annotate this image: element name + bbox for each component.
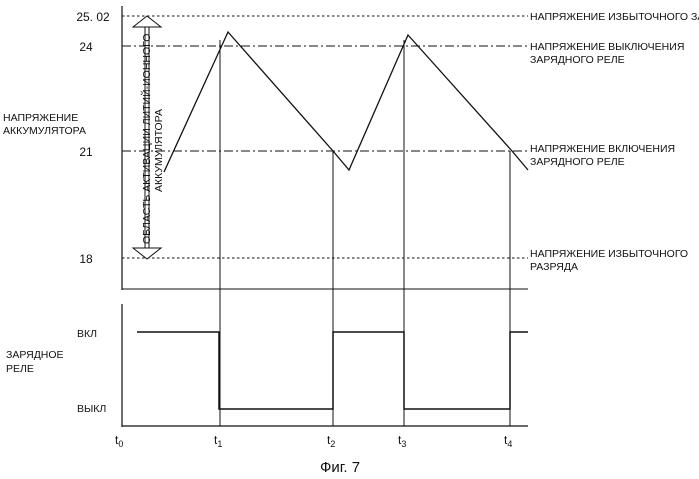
voltage-tick-18: 18 <box>79 252 93 266</box>
voltage-axis-label-line2: АККУМУЛЯТОРА <box>3 125 86 137</box>
time-tick-t1: t1 <box>214 433 222 449</box>
time-tick-t3: t3 <box>398 433 406 449</box>
voltage-tick-24: 24 <box>79 40 93 54</box>
voltage-tick-25-02: 25. 02 <box>76 10 110 24</box>
time-tick-t2: t2 <box>327 433 335 449</box>
overcharge-label: НАПРЯЖЕНИЕ ИЗБЫТОЧНОГО ЗАРЯДА <box>530 11 699 23</box>
relay-on-label-line2: ЗАРЯДНОГО РЕЛЕ <box>530 156 625 168</box>
relay-off-label-line1: НАПРЯЖЕНИЕ ВЫКЛЮЧЕНИЯ <box>530 41 684 53</box>
relay-off-state-label: ВЫКЛ <box>77 403 106 415</box>
relay-axis-label-line1: ЗАРЯДНОЕ <box>6 349 64 361</box>
time-tick-t4: t4 <box>504 433 512 449</box>
voltage-axis-label-line1: НАПРЯЖЕНИЕ <box>3 112 78 124</box>
overdischarge-label-line1: НАПРЯЖЕНИЕ ИЗБЫТОЧНОГО <box>530 248 688 260</box>
voltage-tick-21: 21 <box>79 145 93 159</box>
relay-axis-label-line2: РЕЛЕ <box>6 363 34 375</box>
activation-region-label-line2: АККУМУЛЯТОРА <box>153 109 165 192</box>
activation-arrow-top-head <box>133 16 161 27</box>
relay-on-state-label: ВКЛ <box>77 328 97 340</box>
figure-caption: Фиг. 7 <box>320 459 360 476</box>
time-tick-t0: t0 <box>115 433 123 449</box>
relay-off-label-line2: ЗАРЯДНОГО РЕЛЕ <box>530 54 625 66</box>
relay-on-label-line1: НАПРЯЖЕНИЕ ВКЛЮЧЕНИЯ <box>530 143 675 155</box>
overdischarge-label-line2: РАЗРЯДА <box>530 261 578 273</box>
activation-region-label-line1: ОБЛАСТЬ АКТИВАЦИИ ЛИТИЙ-ИОННОГО <box>140 34 153 244</box>
activation-arrow-bottom-head <box>133 248 161 259</box>
